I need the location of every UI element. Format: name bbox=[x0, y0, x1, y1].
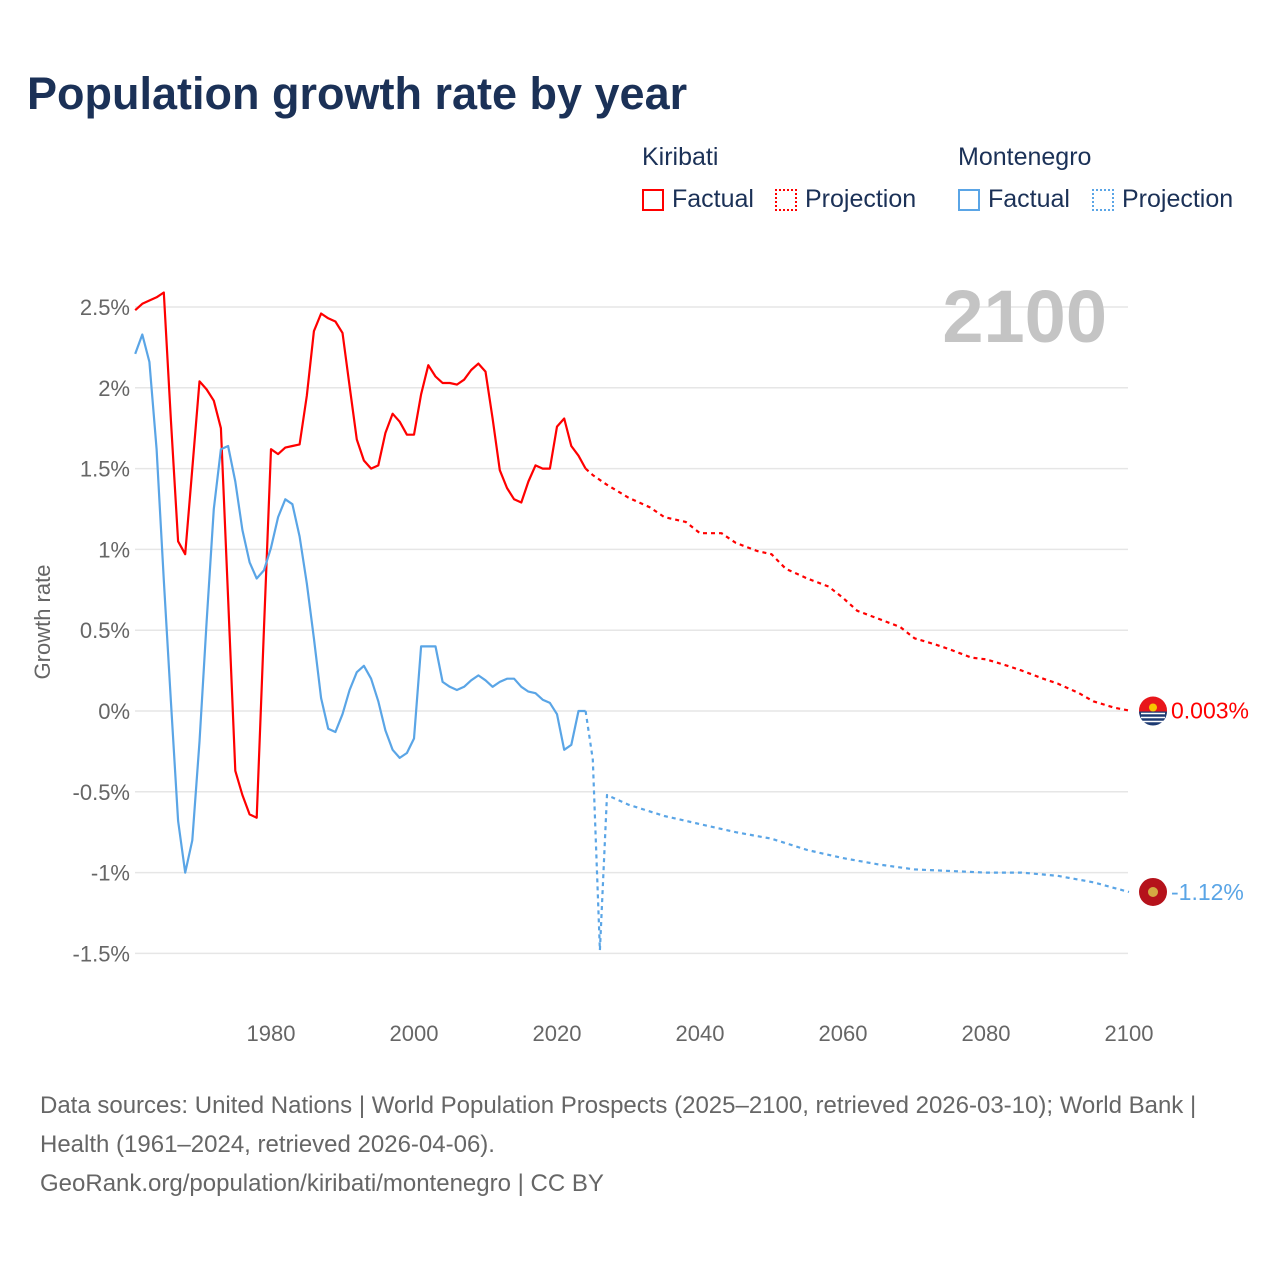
chart-plot: -1.5% -1% -0.5% 0% 0.5% 1% 1.5% 2% 2.5% 1980 2000… bbox=[30, 275, 1249, 1046]
y-axis-label: Growth rate bbox=[30, 565, 55, 680]
legend-montenegro-factual[interactable]: Factual bbox=[958, 185, 1070, 214]
montenegro-projection-line bbox=[584, 710, 1130, 952]
dotted-swatch-icon bbox=[1092, 188, 1114, 211]
legend-group-name: Montenegro bbox=[958, 143, 1092, 171]
legend-label: Projection bbox=[1122, 185, 1234, 213]
y-tick-label: 1.5% bbox=[80, 457, 130, 482]
footer: Data sources: United Nations | World Pop… bbox=[40, 1086, 1240, 1203]
data-sources: Data sources: United Nations | World Pop… bbox=[40, 1092, 1197, 1158]
x-tick-label: 2060 bbox=[819, 1021, 868, 1046]
x-tick-label: 2080 bbox=[962, 1021, 1011, 1046]
dotted-swatch-icon bbox=[775, 188, 797, 211]
solid-swatch-icon bbox=[642, 188, 664, 211]
kiribati-factual-line bbox=[134, 291, 587, 819]
legend-montenegro-projection[interactable]: Projection bbox=[1092, 185, 1233, 214]
flag-emblem bbox=[1148, 886, 1158, 897]
end-labels: 0.003% -1.12% bbox=[1139, 696, 1249, 906]
kiribati-end-marker: 0.003% bbox=[1139, 696, 1249, 726]
y-tick-label: 2% bbox=[98, 376, 130, 401]
current-year-label: 2100 bbox=[942, 275, 1107, 358]
y-tick-label: 0% bbox=[98, 699, 130, 724]
x-tick-label: 2020 bbox=[533, 1021, 582, 1046]
montenegro-end-marker: -1.12% bbox=[1139, 877, 1244, 906]
end-value-label: 0.003% bbox=[1171, 698, 1249, 724]
legend-label: Factual bbox=[672, 185, 754, 213]
series-lines bbox=[134, 291, 1130, 952]
montenegro-factual-line bbox=[134, 333, 586, 874]
y-tick-label: 1% bbox=[98, 537, 130, 562]
y-tick-label: -1% bbox=[91, 861, 130, 886]
x-tick-label: 2040 bbox=[676, 1021, 725, 1046]
gridlines bbox=[135, 306, 1128, 955]
y-tick-label: 0.5% bbox=[80, 618, 130, 643]
end-value-label: -1.12% bbox=[1171, 879, 1244, 905]
y-tick-label: -0.5% bbox=[73, 780, 130, 805]
kiribati-projection-line bbox=[584, 467, 1130, 712]
legend-label: Factual bbox=[988, 185, 1070, 213]
x-axis-ticks: 1980 2000 2020 2040 2060 2080 2100 bbox=[247, 1021, 1154, 1046]
legend-kiribati-factual[interactable]: Factual bbox=[642, 185, 754, 214]
x-tick-label: 1980 bbox=[247, 1021, 296, 1046]
legend-kiribati-projection[interactable]: Projection bbox=[775, 185, 916, 214]
y-tick-label: 2.5% bbox=[80, 295, 130, 320]
chart-title: Population growth rate by year bbox=[27, 68, 688, 119]
solid-swatch-icon bbox=[958, 188, 980, 211]
x-tick-label: 2100 bbox=[1105, 1021, 1154, 1046]
y-axis-ticks: -1.5% -1% -0.5% 0% 0.5% 1% 1.5% 2% 2.5% bbox=[73, 295, 130, 966]
credit-link[interactable]: GeoRank.org/population/kiribati/monteneg… bbox=[40, 1170, 604, 1197]
legend-group-name: Kiribati bbox=[642, 143, 719, 171]
flag-sun bbox=[1149, 703, 1157, 712]
legend-label: Projection bbox=[805, 185, 917, 213]
y-tick-label: -1.5% bbox=[73, 941, 130, 966]
x-tick-label: 2000 bbox=[390, 1021, 439, 1046]
